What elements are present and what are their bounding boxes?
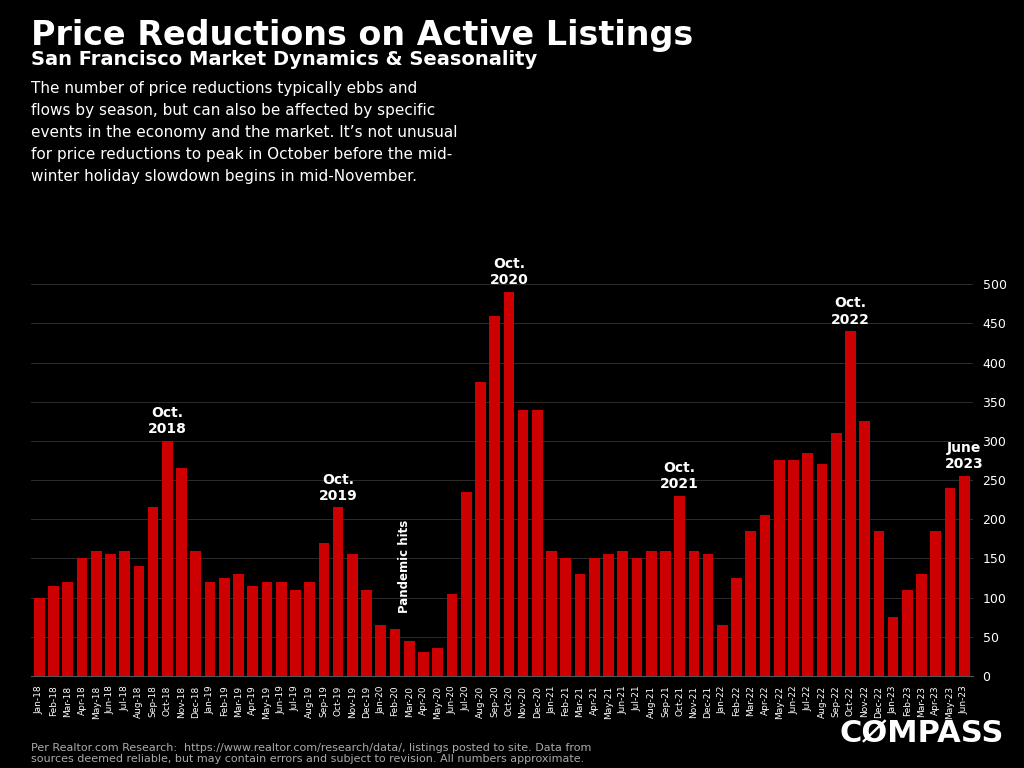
Bar — [617, 551, 628, 676]
Bar — [845, 331, 856, 676]
Bar — [390, 629, 400, 676]
Bar — [91, 551, 101, 676]
Bar — [688, 551, 699, 676]
Bar — [589, 558, 600, 676]
Bar — [105, 554, 116, 676]
Bar — [461, 492, 471, 676]
Bar — [546, 551, 557, 676]
Bar — [403, 641, 415, 676]
Bar — [205, 582, 215, 676]
Bar — [77, 558, 87, 676]
Bar — [48, 586, 58, 676]
Text: Pandemic hits: Pandemic hits — [398, 520, 412, 613]
Text: San Francisco Market Dynamics & Seasonality: San Francisco Market Dynamics & Seasonal… — [31, 50, 537, 69]
Bar — [120, 551, 130, 676]
Bar — [34, 598, 45, 676]
Text: Price Reductions on Active Listings: Price Reductions on Active Listings — [31, 19, 693, 52]
Bar — [916, 574, 927, 676]
Text: June
2023: June 2023 — [945, 442, 984, 472]
Bar — [318, 543, 329, 676]
Bar — [603, 554, 613, 676]
Bar — [190, 551, 201, 676]
Bar — [133, 566, 144, 676]
Bar — [304, 582, 315, 676]
Bar — [162, 441, 173, 676]
Bar — [275, 582, 287, 676]
Text: Per Realtor.com Research:  https://www.realtor.com/research/data/, listings post: Per Realtor.com Research: https://www.re… — [31, 743, 591, 764]
Bar — [261, 582, 272, 676]
Bar — [574, 574, 586, 676]
Bar — [816, 465, 827, 676]
Bar — [859, 422, 870, 676]
Bar — [873, 531, 884, 676]
Bar — [560, 558, 571, 676]
Bar — [945, 488, 955, 676]
Bar — [931, 531, 941, 676]
Bar — [745, 531, 756, 676]
Text: CØMPASS: CØMPASS — [840, 720, 1005, 749]
Bar — [632, 558, 642, 676]
Bar — [518, 409, 528, 676]
Bar — [219, 578, 229, 676]
Bar — [62, 582, 73, 676]
Bar — [475, 382, 485, 676]
Bar — [176, 468, 187, 676]
Bar — [347, 554, 357, 676]
Bar — [532, 409, 543, 676]
Bar — [731, 578, 742, 676]
Text: Oct.
2020: Oct. 2020 — [489, 257, 528, 287]
Bar — [248, 586, 258, 676]
Bar — [788, 461, 799, 676]
Text: Oct.
2022: Oct. 2022 — [831, 296, 869, 326]
Bar — [888, 617, 898, 676]
Bar — [233, 574, 244, 676]
Bar — [446, 594, 458, 676]
Bar — [774, 461, 784, 676]
Bar — [290, 590, 301, 676]
Bar — [717, 625, 728, 676]
Bar — [147, 508, 159, 676]
Text: The number of price reductions typically ebbs and
flows by season, but can also : The number of price reductions typically… — [31, 81, 458, 184]
Bar — [760, 515, 770, 676]
Bar — [902, 590, 912, 676]
Bar — [675, 495, 685, 676]
Bar — [702, 554, 714, 676]
Bar — [830, 433, 842, 676]
Bar — [803, 452, 813, 676]
Text: Oct.
2021: Oct. 2021 — [660, 461, 699, 491]
Bar — [418, 652, 429, 676]
Bar — [504, 292, 514, 676]
Bar — [361, 590, 372, 676]
Bar — [376, 625, 386, 676]
Bar — [646, 551, 656, 676]
Text: Oct.
2018: Oct. 2018 — [147, 406, 186, 436]
Bar — [958, 476, 970, 676]
Bar — [660, 551, 671, 676]
Text: Oct.
2019: Oct. 2019 — [318, 472, 357, 503]
Bar — [432, 648, 443, 676]
Bar — [333, 508, 343, 676]
Bar — [489, 316, 500, 676]
